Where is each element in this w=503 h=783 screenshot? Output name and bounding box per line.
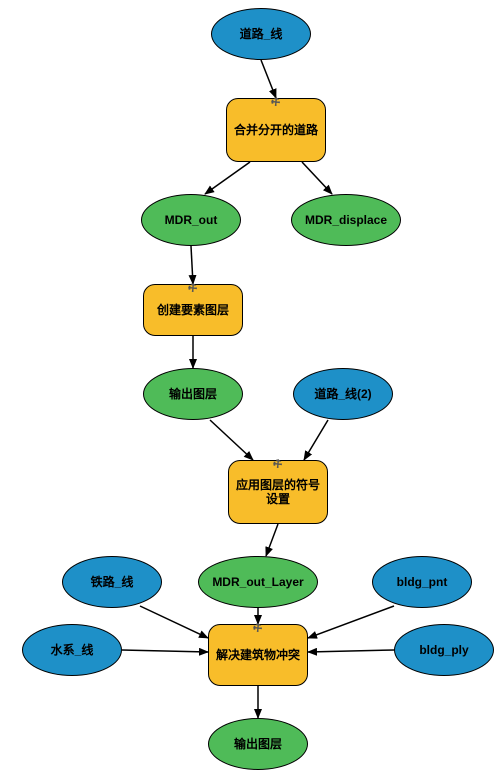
node-n4: MDR_displace xyxy=(291,194,401,246)
hammer-icon: ⚒ xyxy=(251,622,266,637)
node-n8: 应用图层的符号设置 ⚒ xyxy=(228,460,328,524)
node-n11: bldg_pnt xyxy=(372,556,472,608)
edge-n12-n13 xyxy=(122,650,208,652)
node-label: MDR_out_Layer xyxy=(212,575,303,589)
node-label: 铁路_线 xyxy=(91,575,134,589)
edge-n1-n2 xyxy=(261,60,276,98)
hammer-icon: ⚒ xyxy=(186,282,201,297)
node-n5: 创建要素图层 ⚒ xyxy=(143,284,243,336)
node-n6: 输出图层 xyxy=(143,368,243,420)
node-label: 道路_线 xyxy=(240,27,283,41)
node-label: 道路_线(2) xyxy=(314,387,371,401)
node-label: 水系_线 xyxy=(51,643,94,657)
node-n1: 道路_线 xyxy=(211,8,311,60)
node-n10: 铁路_线 xyxy=(62,556,162,608)
edge-n6-n8 xyxy=(210,420,253,460)
node-n7: 道路_线(2) xyxy=(293,368,393,420)
edge-n7-n8 xyxy=(304,420,328,460)
node-label: bldg_pnt xyxy=(397,575,448,589)
edge-n3-n5 xyxy=(191,246,193,284)
node-n15: 输出图层 xyxy=(208,718,308,770)
edge-n2-n3 xyxy=(205,162,250,194)
edge-n14-n13 xyxy=(308,650,394,652)
flowchart-canvas: 道路_线合并分开的道路 ⚒ MDR_out MDR_displace 创建要素图层 ⚒ 输出… xyxy=(0,0,503,783)
node-n12: 水系_线 xyxy=(22,624,122,676)
node-label: 输出图层 xyxy=(234,737,282,751)
hammer-icon: ⚒ xyxy=(271,458,286,473)
node-label: 合并分开的道路 xyxy=(234,123,318,137)
node-label: 解决建筑物冲突 xyxy=(216,648,300,662)
edge-n10-n13 xyxy=(140,606,208,638)
node-label: MDR_out xyxy=(165,213,218,227)
node-n3: MDR_out xyxy=(141,194,241,246)
node-n13: 解决建筑物冲突 ⚒ xyxy=(208,624,308,686)
node-label: bldg_ply xyxy=(419,643,468,657)
edge-n2-n4 xyxy=(302,162,332,194)
node-label: 应用图层的符号设置 xyxy=(235,478,321,507)
node-label: 创建要素图层 xyxy=(157,303,229,317)
node-n2: 合并分开的道路 ⚒ xyxy=(226,98,326,162)
node-n14: bldg_ply xyxy=(394,624,494,676)
node-n9: MDR_out_Layer xyxy=(198,556,318,608)
edge-n8-n9 xyxy=(266,524,278,556)
edge-n11-n13 xyxy=(308,606,394,638)
hammer-icon: ⚒ xyxy=(269,96,284,111)
node-label: 输出图层 xyxy=(169,387,217,401)
node-label: MDR_displace xyxy=(305,213,387,227)
